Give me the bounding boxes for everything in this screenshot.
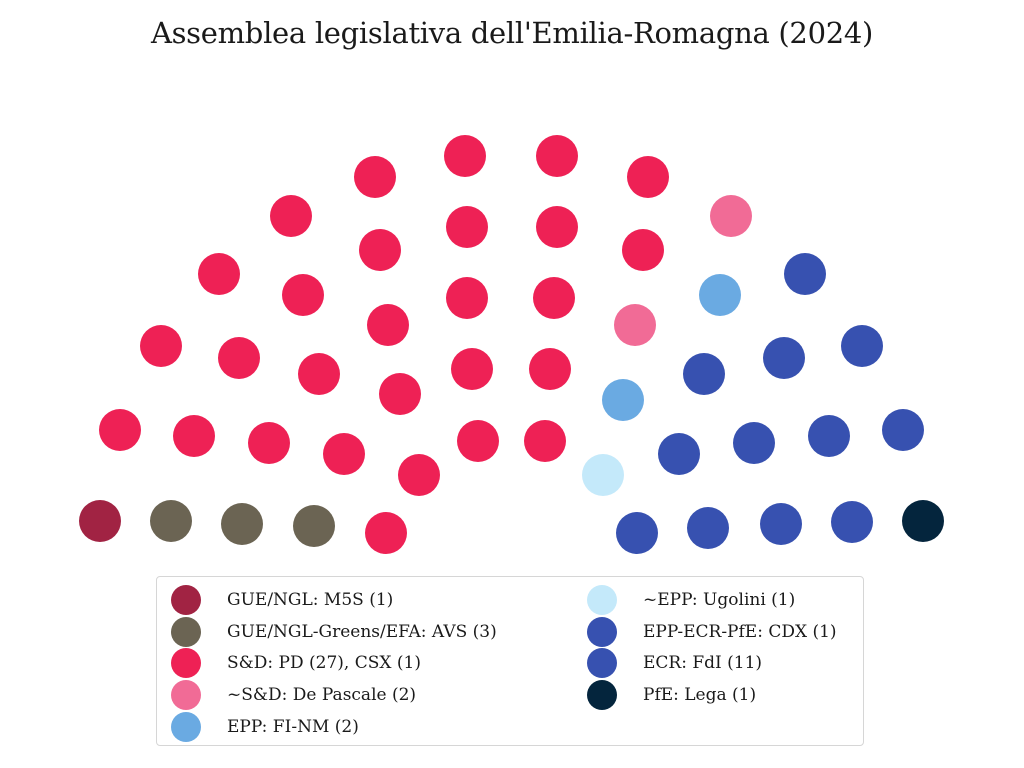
seat-pd: [451, 348, 493, 390]
legend-label: PfE: Lega (1): [643, 685, 757, 705]
seat-fdi: [687, 507, 729, 549]
legend-label: EPP: FI-NM (2): [227, 717, 359, 737]
seat-finm: [602, 379, 644, 421]
seat-pd: [533, 277, 575, 319]
seat-avs: [221, 503, 263, 545]
legend-swatch: [587, 680, 617, 710]
seat-avs: [150, 500, 192, 542]
chart-title: Assemblea legislativa dell'Emilia-Romagn…: [150, 16, 874, 50]
seat-pd: [524, 420, 566, 462]
legend: GUE/NGL: M5S (1) GUE/NGL-Greens/EFA: AVS …: [156, 576, 864, 746]
legend-label: ECR: FdI (11): [643, 653, 763, 673]
seat-fdi: [841, 325, 883, 367]
legend-item-cdx: EPP-ECR-PfE: CDX (1): [587, 617, 837, 647]
seat-fdi: [808, 415, 850, 457]
seat-pd: [282, 274, 324, 316]
legend-item-ugolini: ~EPP: Ugolini (1): [587, 585, 795, 615]
seat-m5s: [79, 500, 121, 542]
seat-pd: [365, 512, 407, 554]
legend-item-m5s: GUE/NGL: M5S (1): [171, 585, 393, 615]
legend-swatch: [171, 585, 201, 615]
seat-pd: [248, 422, 290, 464]
seat-fdi: [831, 501, 873, 543]
seat-pd: [622, 229, 664, 271]
seat-cdx: [616, 512, 658, 554]
seat-fdi: [882, 409, 924, 451]
seat-pd: [367, 304, 409, 346]
legend-item-avs: GUE/NGL-Greens/EFA: AVS (3): [171, 617, 497, 647]
seat-pd: [379, 373, 421, 415]
seat-fdi: [683, 353, 725, 395]
legend-swatch: [587, 585, 617, 615]
seat-pd: [198, 253, 240, 295]
legend-swatch: [587, 648, 617, 678]
legend-item-finm: EPP: FI-NM (2): [171, 712, 359, 742]
seat-pd: [218, 337, 260, 379]
seat-pd: [99, 409, 141, 451]
legend-label: GUE/NGL-Greens/EFA: AVS (3): [227, 622, 497, 642]
seat-lega: [902, 500, 944, 542]
legend-swatch: [171, 680, 201, 710]
seat-fdi: [658, 433, 700, 475]
seat-pd: [140, 325, 182, 367]
seat-depasc: [614, 304, 656, 346]
seat-pd: [270, 195, 312, 237]
seat-fdi: [733, 422, 775, 464]
seat-pd: [298, 353, 340, 395]
seat-fdi: [763, 337, 805, 379]
seat-pd: [446, 206, 488, 248]
legend-label: ~S&D: De Pascale (2): [227, 685, 417, 705]
seat-pd: [173, 415, 215, 457]
seat-pd: [323, 433, 365, 475]
legend-swatch: [171, 617, 201, 647]
seat-fdi: [760, 503, 802, 545]
legend-label: GUE/NGL: M5S (1): [227, 590, 394, 610]
legend-label: ~EPP: Ugolini (1): [643, 590, 796, 610]
seat-pd: [536, 135, 578, 177]
legend-label: S&D: PD (27), CSX (1): [227, 653, 421, 673]
seat-ugolini: [582, 454, 624, 496]
seat-fdi: [784, 253, 826, 295]
seat-depasc: [710, 195, 752, 237]
seat-pd: [627, 156, 669, 198]
parliament-hemicycle: [79, 135, 944, 554]
legend-item-pd: S&D: PD (27), CSX (1): [171, 648, 421, 678]
legend-item-fdi: ECR: FdI (11): [587, 648, 762, 678]
legend-swatch: [171, 712, 201, 742]
seat-pd: [536, 206, 578, 248]
seat-pd: [444, 135, 486, 177]
seat-pd: [354, 156, 396, 198]
seat-pd: [457, 420, 499, 462]
seat-pd: [398, 454, 440, 496]
legend-item-lega: PfE: Lega (1): [587, 680, 756, 710]
seat-pd: [359, 229, 401, 271]
seat-avs: [293, 505, 335, 547]
seat-pd: [446, 277, 488, 319]
legend-swatch: [587, 617, 617, 647]
seat-finm: [699, 274, 741, 316]
legend-item-depasc: ~S&D: De Pascale (2): [171, 680, 416, 710]
seat-pd: [529, 348, 571, 390]
legend-swatch: [171, 648, 201, 678]
legend-label: EPP-ECR-PfE: CDX (1): [643, 622, 837, 642]
